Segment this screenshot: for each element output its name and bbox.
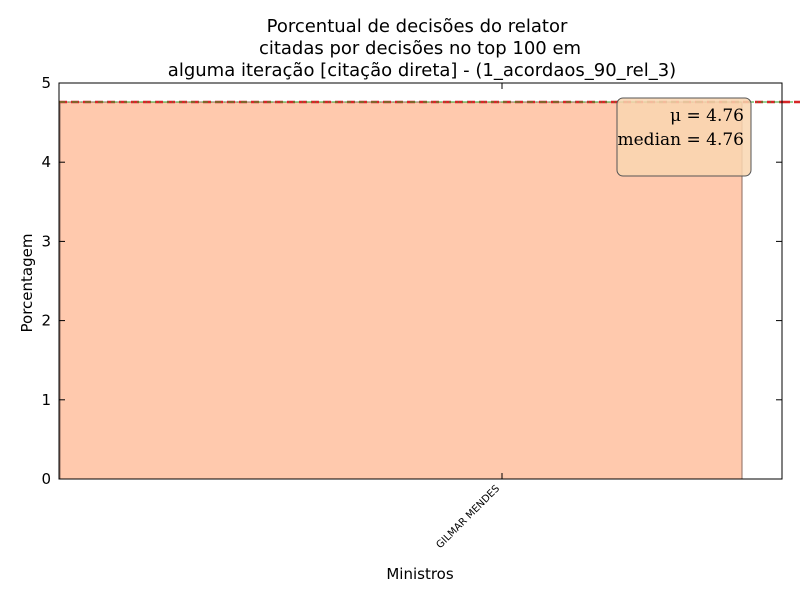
y-tick-label: 0 bbox=[41, 470, 51, 488]
stats-mean: μ = 4.76 bbox=[670, 106, 744, 126]
stats-box bbox=[616, 97, 752, 177]
chart-title-line-2: citadas por decisões no top 100 em bbox=[259, 38, 581, 59]
plot-frame bbox=[58, 82, 783, 480]
y-tick-label: 1 bbox=[41, 391, 51, 409]
chart-title-line-3: alguma iteração [citação direta] - (1_ac… bbox=[168, 60, 676, 81]
y-tick-label: 2 bbox=[41, 312, 51, 330]
y-axis-label: Porcentagem bbox=[18, 234, 36, 333]
y-tick-label: 3 bbox=[41, 232, 51, 250]
y-axis-ticks: 0 1 2 3 4 5 bbox=[41, 74, 782, 488]
y-tick-label: 4 bbox=[41, 153, 51, 171]
x-tick-label: GILMAR MENDES bbox=[434, 483, 502, 551]
x-axis-label: Ministros bbox=[386, 565, 453, 583]
y-tick-label: 5 bbox=[41, 74, 51, 92]
chart-title-line-1: Porcentual de decisões do relator bbox=[267, 16, 568, 37]
stats-median: median = 4.76 bbox=[618, 130, 745, 150]
